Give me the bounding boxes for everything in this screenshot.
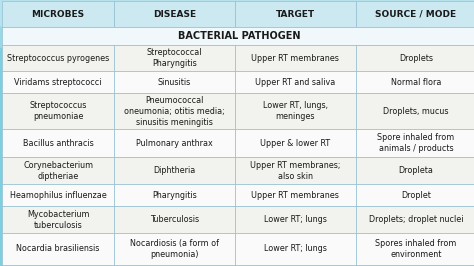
Text: Mycobacterium
tuberculosis: Mycobacterium tuberculosis [27, 210, 89, 230]
Text: Droplets; droplet nuclei: Droplets; droplet nuclei [369, 215, 463, 224]
Bar [235, 93, 356, 130]
Bar [2, 130, 114, 157]
Text: Bacillus anthracis: Bacillus anthracis [23, 139, 93, 148]
Bar [2, 157, 114, 184]
Text: Upper RT membranes: Upper RT membranes [251, 191, 339, 200]
Bar [235, 45, 356, 72]
Bar [235, 157, 356, 184]
Bar [356, 72, 474, 93]
Bar [2, 93, 114, 130]
Text: Viridams streptococci: Viridams streptococci [14, 78, 102, 87]
Bar [114, 72, 235, 93]
Bar [2, 233, 114, 265]
Text: Streptococcus
pneumoniae: Streptococcus pneumoniae [29, 101, 87, 121]
Bar [356, 184, 474, 206]
Text: Nocardiosis (a form of
pneumonia): Nocardiosis (a form of pneumonia) [130, 239, 219, 259]
Bar [235, 206, 356, 233]
Text: Droplet: Droplet [401, 191, 431, 200]
Text: Lower RT; lungs: Lower RT; lungs [264, 215, 327, 224]
Polygon shape [0, 0, 474, 32]
Text: Sinusitis: Sinusitis [157, 78, 191, 87]
Bar [356, 1, 474, 27]
Bar [235, 184, 356, 206]
Text: MICROBES: MICROBES [31, 10, 85, 19]
Bar [2, 184, 114, 206]
Text: Pulmonary anthrax: Pulmonary anthrax [136, 139, 212, 148]
Text: Droplets: Droplets [399, 54, 433, 63]
Bar [356, 130, 474, 157]
Bar [114, 45, 235, 72]
Text: Upper RT membranes;
also skin: Upper RT membranes; also skin [250, 161, 340, 181]
Text: Pharyngitis: Pharyngitis [152, 191, 197, 200]
Text: Nocardia brasiliensis: Nocardia brasiliensis [17, 244, 100, 253]
Bar [114, 130, 235, 157]
Bar [356, 233, 474, 265]
Bar [356, 45, 474, 72]
Text: Pneumococcal
oneumonia; otitis media;
sinusitis meningitis: Pneumococcal oneumonia; otitis media; si… [124, 95, 225, 127]
Bar [114, 93, 235, 130]
Bar [235, 1, 356, 27]
Text: Streptococcal
Pharyngitis: Streptococcal Pharyngitis [146, 48, 202, 68]
Text: Upper RT and saliva: Upper RT and saliva [255, 78, 335, 87]
Bar [114, 1, 235, 27]
Text: Normal flora: Normal flora [391, 78, 441, 87]
Bar [114, 206, 235, 233]
Bar [356, 157, 474, 184]
Text: DISEASE: DISEASE [153, 10, 196, 19]
Text: Spores inhaled from
environment: Spores inhaled from environment [375, 239, 456, 259]
Bar [235, 130, 356, 157]
Text: Diphtheria: Diphtheria [153, 166, 195, 175]
Text: Droplets, mucus: Droplets, mucus [383, 107, 449, 116]
Bar [356, 206, 474, 233]
Bar [2, 1, 114, 27]
Bar [114, 184, 235, 206]
Bar [2, 45, 114, 72]
Text: Spore inhaled from
animals / products: Spore inhaled from animals / products [377, 133, 455, 153]
Bar [2, 72, 114, 93]
Text: Tuberculosis: Tuberculosis [150, 215, 199, 224]
Bar [356, 93, 474, 130]
Text: Heamophilus influenzae: Heamophilus influenzae [9, 191, 107, 200]
Bar [235, 233, 356, 265]
Text: Streptococcus pyrogenes: Streptococcus pyrogenes [7, 54, 109, 63]
Text: Lower RT; lungs: Lower RT; lungs [264, 244, 327, 253]
Bar [114, 233, 235, 265]
Text: Upper RT membranes: Upper RT membranes [251, 54, 339, 63]
Text: Corynebacterium
diptheriae: Corynebacterium diptheriae [23, 161, 93, 181]
Text: SOURCE / MODE: SOURCE / MODE [375, 10, 456, 19]
Text: Dropleta: Dropleta [399, 166, 433, 175]
Text: Upper & lower RT: Upper & lower RT [260, 139, 330, 148]
Text: Lower RT, lungs,
meninges: Lower RT, lungs, meninges [263, 101, 328, 121]
Bar [114, 157, 235, 184]
Text: BACTERIAL PATHOGEN: BACTERIAL PATHOGEN [178, 31, 301, 41]
Bar [2, 27, 474, 45]
Polygon shape [0, 0, 474, 53]
Bar [2, 206, 114, 233]
Bar [235, 72, 356, 93]
Text: TARGET: TARGET [275, 10, 315, 19]
